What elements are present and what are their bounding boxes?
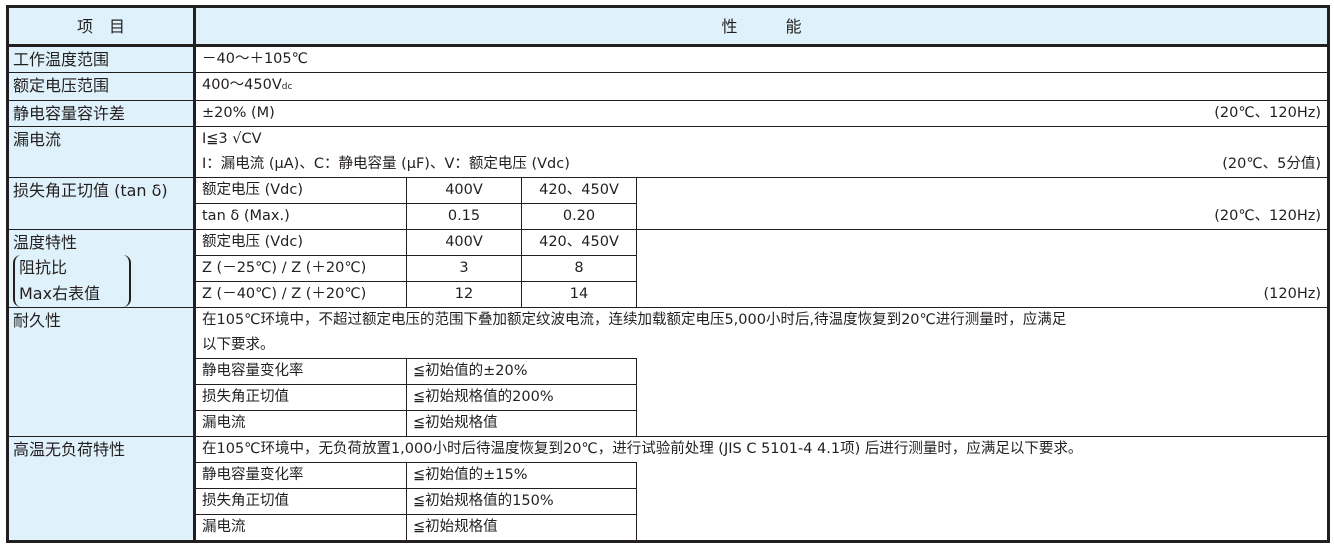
tan-row-1: 0.15 — [406, 203, 522, 230]
temp-head-0: 额定电压 (Vdc) — [194, 229, 407, 256]
endurance-item-value: ≦初始规格值的200% — [406, 384, 637, 411]
shelf-item-label: 损失角正切值 — [194, 488, 407, 515]
blank — [636, 462, 1329, 542]
label-temp-range: 工作温度范围 — [7, 45, 196, 73]
label-leakage: 漏电流 — [7, 126, 196, 178]
temp-head-1: 400V — [406, 229, 522, 256]
endurance-item-label: 漏电流 — [194, 410, 407, 437]
temp-head-2: 420、450V — [521, 229, 637, 256]
table-row: 漏电流 ≦初始规格值 — [8, 514, 1329, 542]
tan-head-0: 额定电压 (Vdc) — [194, 177, 407, 204]
table-row: 温度特性 阻抗比 Max右表值 额定电压 (Vdc) 400V 420、450V… — [7, 229, 1329, 308]
table-row: 损失角正切值 ≦初始规格值的200% — [8, 384, 1329, 411]
temp-row-label: Z (－40℃) / Z (＋20℃) — [194, 281, 407, 308]
label-tan-delta: 损失角正切值 (tan δ) — [7, 177, 196, 230]
leakage-formula: I≦3 √CV — [202, 131, 262, 147]
endurance-item-label: 静电容量变化率 — [194, 358, 407, 385]
table-row: 额定电压范围 400～450Vdc — [7, 72, 1329, 101]
value-cap-tolerance: ±20% (M) (20℃、120Hz) — [194, 100, 1329, 127]
label-cap-tolerance: 静电容量容许差 — [7, 100, 196, 127]
label-temp-char: 温度特性 阻抗比 Max右表值 — [7, 229, 196, 308]
table-row: Z (－25℃) / Z (＋20℃) 3 8 — [8, 255, 1329, 282]
endurance-text: 在105℃环境中，不超过额定电压的范围下叠加额定纹波电流，连续加载额定电压5,0… — [194, 307, 1329, 359]
table-row: 静电容量变化率 ≦初始值的±20% — [8, 358, 1329, 437]
temp-row-450v: 14 — [521, 281, 637, 308]
table-row: 损失角正切值 (tan δ) 额定电压 (Vdc) 400V 420、450V … — [7, 177, 1329, 230]
endurance-item-label: 损失角正切值 — [194, 384, 407, 411]
temp-row-400v: 12 — [406, 281, 522, 308]
endurance-item-value: ≦初始规格值 — [406, 410, 637, 437]
endurance-item-value: ≦初始值的±20% — [406, 358, 637, 385]
value-leakage: I≦3 √CV I：漏电流 (μA)、C：静电容量 (μF)、V：额定电压 (V… — [194, 126, 1329, 178]
table-row: 耐久性 在105℃环境中，不超过额定电压的范围下叠加额定纹波电流，连续加载额定电… — [7, 307, 1329, 437]
table-row: 漏电流 I≦3 √CV I：漏电流 (μA)、C：静电容量 (μF)、V：额定电… — [7, 126, 1329, 178]
temp-note: (120Hz) — [636, 229, 1329, 308]
shelf-item-value: ≦初始规格值 — [406, 514, 637, 542]
table-row: 工作温度范围 －40～＋105℃ — [7, 45, 1329, 73]
endurance-line: 在105℃环境中，不超过额定电压的范围下叠加额定纹波电流，连续加载额定电压5,0… — [202, 312, 1067, 328]
temp-char-sub2: Max右表值 — [19, 284, 101, 303]
table-row: 静电容量容许差 ±20% (M) (20℃、120Hz) — [7, 100, 1329, 127]
value-temp-range: －40～＋105℃ — [194, 45, 1329, 73]
tan-row-2: 0.20 — [521, 203, 637, 230]
shelf-item-value: ≦初始规格值的150% — [406, 488, 637, 515]
shelf-item-label: 漏电流 — [194, 514, 407, 542]
spec-table: 项 目 性 能 工作温度范围 －40～＋105℃ 额定电压范围 400～450V… — [6, 5, 1330, 543]
value-voltage-range: 400～450Vdc — [194, 72, 1329, 101]
leakage-note: (20℃、5分值) — [1222, 156, 1321, 172]
tan-row-0: tan δ (Max.) — [194, 203, 407, 230]
temp-char-title: 温度特性 — [13, 233, 78, 252]
impedance-ratio-bracket: 阻抗比 Max右表值 — [13, 255, 131, 307]
blank — [636, 358, 1329, 437]
cap-tolerance-value: ±20% (M) — [202, 105, 275, 121]
voltage-value: 400～450V — [202, 77, 282, 93]
tan-head-1: 400V — [406, 177, 522, 204]
shelf-item-label: 静电容量变化率 — [194, 462, 407, 489]
table-row: Z (－40℃) / Z (＋20℃) 12 14 — [8, 281, 1329, 308]
label-shelf: 高温无负荷特性 — [7, 436, 196, 542]
table-row: tan δ (Max.) 0.15 0.20 — [8, 203, 1329, 230]
leakage-legend: I：漏电流 (μA)、C：静电容量 (μF)、V：额定电压 (Vdc) — [202, 156, 570, 172]
table-row: 静电容量变化率 ≦初始值的±15% — [8, 462, 1329, 542]
label-endurance: 耐久性 — [7, 307, 196, 437]
header-performance: 性 能 — [194, 6, 1329, 47]
temp-row-400v: 3 — [406, 255, 522, 282]
label-voltage-range: 额定电压范围 — [7, 72, 196, 101]
endurance-line: 以下要求。 — [202, 337, 275, 353]
voltage-unit: dc — [281, 82, 293, 92]
shelf-text: 在105℃环境中，无负荷放置1,000小时后待温度恢复到20℃，进行试验前处理 … — [194, 436, 1329, 463]
temp-row-450v: 8 — [521, 255, 637, 282]
temp-row-label: Z (－25℃) / Z (＋20℃) — [194, 255, 407, 282]
table-row: 高温无负荷特性 在105℃环境中，无负荷放置1,000小时后待温度恢复到20℃，… — [7, 436, 1329, 542]
table-row: 损失角正切值 ≦初始规格值的150% — [8, 488, 1329, 515]
tan-head-2: 420、450V — [521, 177, 637, 204]
leakage-legend-line: I：漏电流 (μA)、C：静电容量 (μF)、V：额定电压 (Vdc) (20℃、… — [202, 152, 1321, 177]
header-item: 项 目 — [7, 6, 196, 47]
shelf-item-value: ≦初始值的±15% — [406, 462, 637, 489]
cap-tolerance-note: (20℃、120Hz) — [1214, 105, 1321, 121]
temp-char-sub1: 阻抗比 — [19, 258, 68, 277]
header-row: 项 目 性 能 — [7, 6, 1329, 47]
tan-note: (20℃、120Hz) — [636, 177, 1329, 230]
